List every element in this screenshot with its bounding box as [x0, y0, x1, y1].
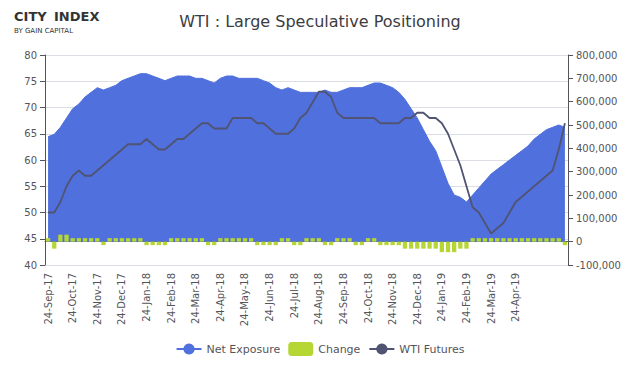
svg-text:24-Nov-17: 24-Nov-17	[92, 273, 103, 325]
svg-text:65: 65	[24, 128, 37, 139]
svg-text:24-Sep-17: 24-Sep-17	[43, 273, 54, 325]
svg-text:0: 0	[576, 236, 582, 247]
svg-text:24-Apr-18: 24-Apr-18	[215, 273, 226, 322]
svg-text:40: 40	[24, 260, 37, 271]
svg-text:600,000: 600,000	[576, 96, 617, 107]
svg-text:24-Dec-18: 24-Dec-18	[412, 273, 423, 325]
svg-text:24-Aug-18: 24-Aug-18	[313, 273, 324, 325]
svg-text:WTI : Large Speculative Positi: WTI : Large Speculative Positioning	[179, 12, 460, 31]
svg-text:75: 75	[24, 76, 37, 87]
svg-text:60: 60	[24, 155, 37, 166]
svg-text:24-Jul-18: 24-Jul-18	[289, 273, 300, 318]
svg-text:200,000: 200,000	[576, 190, 617, 201]
svg-text:BY GAIN CAPITAL: BY GAIN CAPITAL	[14, 27, 73, 35]
svg-text:24-Dec-17: 24-Dec-17	[116, 273, 127, 325]
svg-text:CITY: CITY	[14, 9, 47, 24]
svg-text:400,000: 400,000	[576, 143, 617, 154]
svg-text:800,000: 800,000	[576, 50, 617, 61]
svg-text:24-Oct-18: 24-Oct-18	[363, 273, 374, 323]
svg-text:24-Mar-18: 24-Mar-18	[190, 273, 201, 324]
svg-text:24-Mar-19: 24-Mar-19	[486, 273, 497, 324]
svg-text:80: 80	[24, 50, 37, 61]
svg-text:24-Nov-18: 24-Nov-18	[387, 273, 398, 325]
svg-text:50: 50	[24, 207, 37, 218]
svg-text:70: 70	[24, 102, 37, 113]
svg-text:24-Oct-17: 24-Oct-17	[67, 273, 78, 323]
svg-text:Net Exposure: Net Exposure	[207, 343, 281, 356]
svg-text:24-Apr-19: 24-Apr-19	[510, 273, 521, 322]
svg-text:-100,000: -100,000	[576, 260, 621, 271]
svg-text:500,000: 500,000	[576, 120, 617, 131]
svg-text:INDEX: INDEX	[54, 9, 99, 24]
svg-text:Change: Change	[318, 343, 360, 356]
svg-text:24-Feb-18: 24-Feb-18	[166, 273, 177, 323]
svg-text:24-May-18: 24-May-18	[239, 273, 250, 326]
svg-text:700,000: 700,000	[576, 73, 617, 84]
svg-text:55: 55	[24, 181, 37, 192]
svg-text:24-Jan-18: 24-Jan-18	[141, 273, 152, 322]
svg-text:24-Sep-18: 24-Sep-18	[338, 273, 349, 325]
svg-text:100,000: 100,000	[576, 213, 617, 224]
svg-text:24-Feb-19: 24-Feb-19	[461, 273, 472, 323]
svg-text:WTI Futures: WTI Futures	[399, 343, 464, 356]
svg-text:45: 45	[24, 233, 37, 244]
svg-text:24-Jun-18: 24-Jun-18	[264, 273, 275, 322]
svg-text:300,000: 300,000	[576, 166, 617, 177]
svg-text:24-Jan-19: 24-Jan-19	[436, 273, 447, 322]
